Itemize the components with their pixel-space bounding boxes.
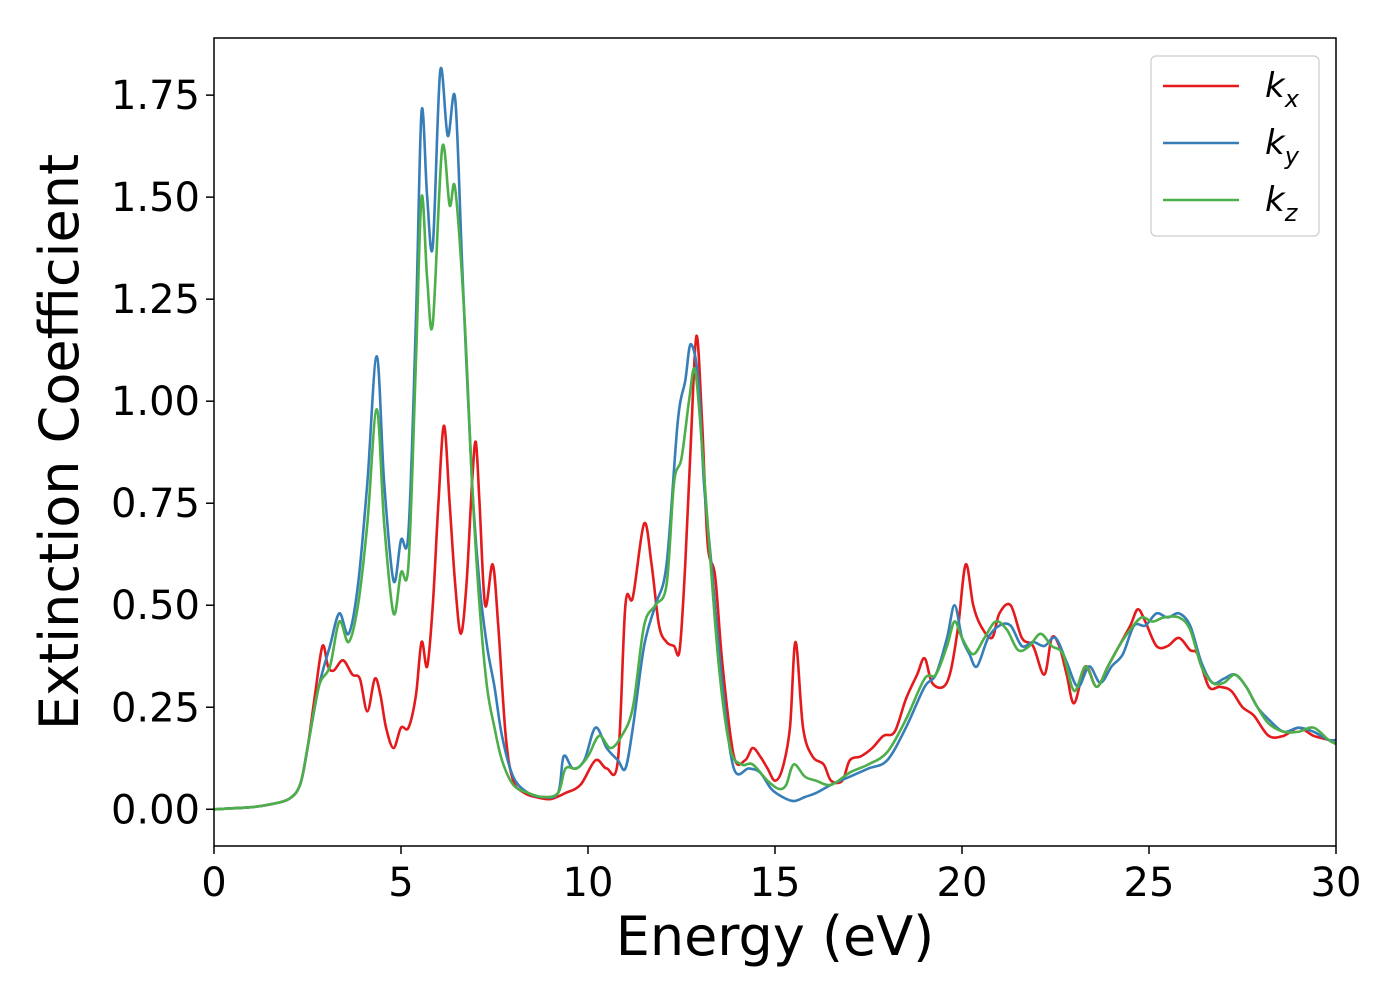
y-tick-label: 1.00: [111, 379, 200, 425]
y-axis: 0.00 0.25 0.50 0.75 1.00 1.25 1.50 1.75: [111, 73, 214, 833]
x-tick-label: 25: [1124, 860, 1175, 906]
y-tick-label: 0.50: [111, 583, 200, 629]
x-tick-label: 15: [750, 860, 801, 906]
legend-box: [1150, 55, 1320, 237]
series-line-k-z: [214, 143, 1336, 811]
y-tick-label: 1.25: [111, 277, 200, 323]
y-tick-label: 1.50: [111, 175, 200, 221]
y-tick-label: 0.75: [111, 481, 200, 527]
x-tick-label: 30: [1311, 860, 1362, 906]
x-tick-label: 0: [201, 860, 226, 906]
x-tick-label: 10: [563, 860, 614, 906]
y-tick-label: 1.75: [111, 73, 200, 119]
x-tick-label: 5: [388, 860, 413, 906]
x-axis-label: Energy (eV): [616, 905, 935, 968]
series-layer: [214, 66, 1336, 811]
y-axis-label: Extinction Coefficient: [28, 154, 91, 730]
y-tick-label: 0.25: [111, 685, 200, 731]
series-line-k-x: [214, 334, 1336, 811]
x-tick-label: 20: [937, 860, 988, 906]
y-tick-label: 0.00: [111, 787, 200, 833]
x-axis: 0 5 10 15 20 25 30: [201, 846, 1361, 906]
